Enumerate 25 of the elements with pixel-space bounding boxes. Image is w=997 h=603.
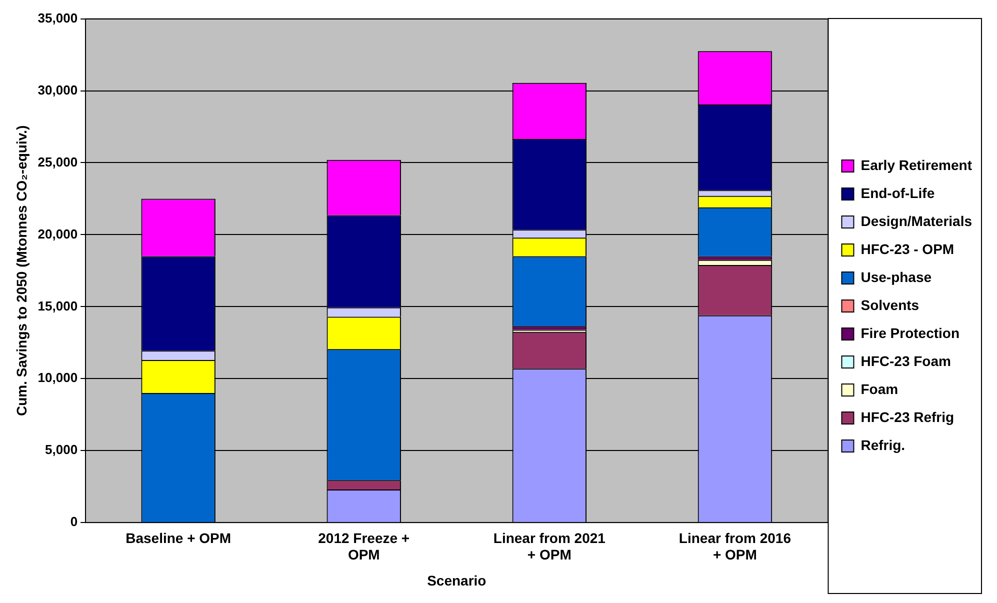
legend-label: HFC-23 Foam bbox=[860, 352, 951, 369]
x-tick-label: Linear from 2016 + OPM bbox=[678, 530, 792, 563]
y-tick-label: 35,000 bbox=[38, 10, 78, 26]
legend-label: Refrig. bbox=[860, 436, 906, 453]
y-tick-label: 5,000 bbox=[45, 442, 78, 458]
legend-label: Solvents bbox=[860, 296, 920, 313]
x-tick-label: Linear from 2021 + OPM bbox=[493, 530, 606, 563]
legend-label: Early Retirement bbox=[860, 156, 972, 173]
legend-label: Design/Materials bbox=[860, 212, 972, 229]
legend-label: HFC-23 Refrig bbox=[860, 408, 954, 425]
x-tick-label: Baseline + OPM bbox=[126, 530, 232, 546]
y-tick-label: 25,000 bbox=[38, 154, 78, 170]
legend-label: HFC-23 - OPM bbox=[860, 240, 954, 257]
y-tick-label: 20,000 bbox=[38, 226, 78, 242]
y-tick-label: 30,000 bbox=[38, 82, 78, 98]
x-tick-label: 2012 Freeze + OPM bbox=[318, 530, 410, 563]
y-tick-label: 10,000 bbox=[38, 370, 78, 386]
legend-label: Foam bbox=[860, 380, 898, 397]
y-tick-label: 0 bbox=[70, 514, 78, 530]
y-axis-title: Cum. Savings to 2050 (Mtonnes CO₂-equiv.) bbox=[13, 125, 30, 416]
legend-label: Fire Protection bbox=[860, 324, 960, 341]
legend-label: End-of-Life bbox=[860, 184, 935, 201]
y-tick-label: 15,000 bbox=[38, 298, 78, 314]
legend-label: Use-phase bbox=[860, 268, 932, 285]
x-axis-title: Scenario bbox=[427, 572, 486, 588]
